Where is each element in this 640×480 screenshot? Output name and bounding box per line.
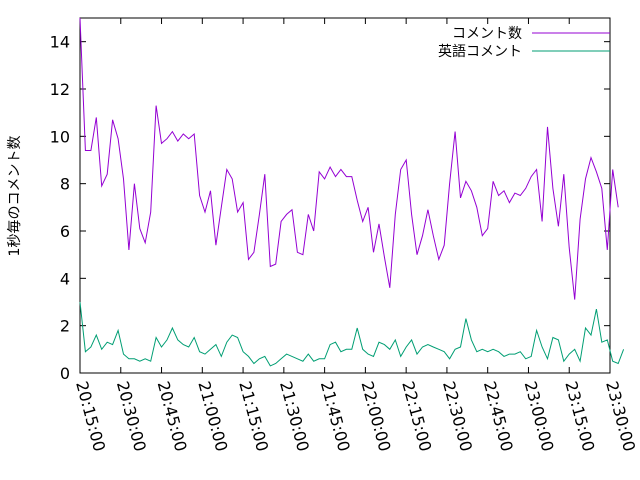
- axis-ticks: 0 2 4 6 8 10 12 14 20:15:00 20:30:00 20:45:00 21:00…: [50, 18, 639, 453]
- plot-frame: [79, 17, 611, 374]
- y-tick-label: 14: [50, 33, 70, 52]
- x-tick-label: 20:45:00: [154, 379, 191, 453]
- x-tick-label: 22:00:00: [358, 379, 395, 453]
- legend-label-english-comments: 英語コメント: [438, 43, 522, 60]
- y-tick-label: 6: [60, 222, 70, 241]
- legend: コメント数 英語コメント: [438, 26, 610, 60]
- x-tick-label: 22:15:00: [398, 379, 435, 453]
- x-tick-label: 21:30:00: [276, 379, 313, 453]
- x-tick-label: 22:30:00: [439, 379, 476, 453]
- y-tick-label: 4: [60, 269, 70, 288]
- x-tick-label: 23:15:00: [561, 379, 598, 453]
- y-tick-label: 12: [50, 80, 70, 99]
- series-lines: [79, 17, 625, 367]
- x-tick-label: 21:45:00: [317, 379, 354, 453]
- series-line-1: [79, 301, 625, 367]
- x-tick-label: 20:15:00: [72, 379, 109, 453]
- legend-label-comments: コメント数: [452, 26, 522, 42]
- x-tick-label: 21:15:00: [235, 379, 272, 453]
- x-tick-label: 22:45:00: [480, 379, 517, 453]
- x-tick-label: 20:30:00: [113, 379, 150, 453]
- y-tick-label: 0: [60, 364, 70, 383]
- y-tick-label: 10: [50, 127, 70, 146]
- x-tick-label: 23:30:00: [602, 379, 639, 453]
- x-tick-label: 21:00:00: [194, 379, 231, 453]
- series-line-0: [79, 17, 619, 300]
- y-tick-label: 8: [60, 175, 70, 194]
- x-tick-label: 23:00:00: [521, 379, 558, 453]
- y-axis-label: 1秒毎のコメント数: [7, 136, 23, 257]
- y-tick-label: 2: [60, 317, 70, 336]
